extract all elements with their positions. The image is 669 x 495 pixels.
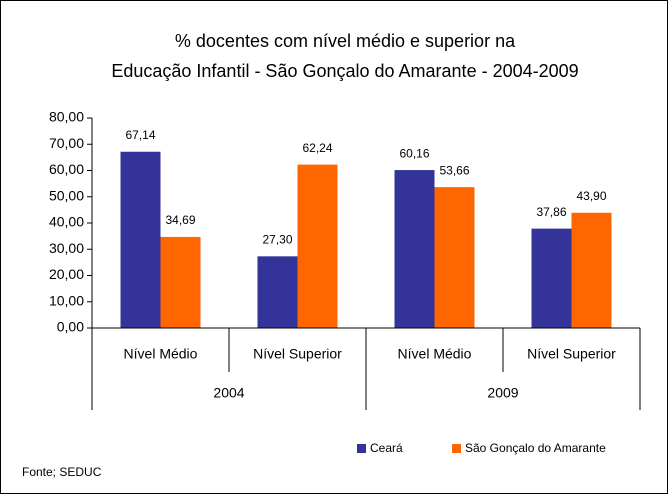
y-tick-label: 0,00 [57, 319, 84, 335]
y-tick-label: 20,00 [49, 266, 84, 282]
bar [120, 151, 161, 328]
legend-label: São Gonçalo do Amarante [465, 441, 606, 455]
y-tick-label: 70,00 [49, 135, 84, 151]
bar [394, 170, 435, 328]
bar [257, 256, 298, 328]
y-tick-label: 80,00 [49, 109, 84, 125]
y-tick-label: 60,00 [49, 161, 84, 177]
value-label: 62,24 [302, 141, 332, 155]
group-label: 2004 [213, 385, 244, 401]
chart-title: Educação Infantil - São Gonçalo do Amara… [111, 61, 578, 81]
y-tick-label: 40,00 [49, 214, 84, 230]
value-label: 27,30 [262, 233, 292, 247]
legend-swatch [452, 444, 461, 453]
bar [571, 212, 612, 328]
legend-label: Ceará [370, 441, 403, 455]
bar [531, 228, 572, 328]
source: Fonte; SEDUC [22, 465, 102, 479]
value-label: 53,66 [439, 163, 469, 177]
x-tick-label: Nível Superior [527, 346, 616, 362]
y-tick-label: 50,00 [49, 187, 84, 203]
bar [297, 164, 338, 328]
group-label: 2009 [487, 385, 518, 401]
y-tick-label: 10,00 [49, 292, 84, 308]
bar [434, 187, 475, 328]
value-label: 43,90 [576, 189, 606, 203]
x-tick-label: Nível Médio [124, 346, 198, 362]
chart-title: % docentes com nível médio e superior na [175, 31, 516, 51]
x-tick-label: Nível Superior [253, 346, 342, 362]
value-label: 67,14 [125, 128, 155, 142]
value-label: 34,69 [165, 213, 195, 227]
value-label: 37,86 [536, 205, 566, 219]
bar [160, 236, 201, 328]
value-label: 60,16 [399, 146, 429, 160]
legend-swatch [357, 444, 366, 453]
x-tick-label: Nível Médio [398, 346, 472, 362]
y-tick-label: 30,00 [49, 240, 84, 256]
